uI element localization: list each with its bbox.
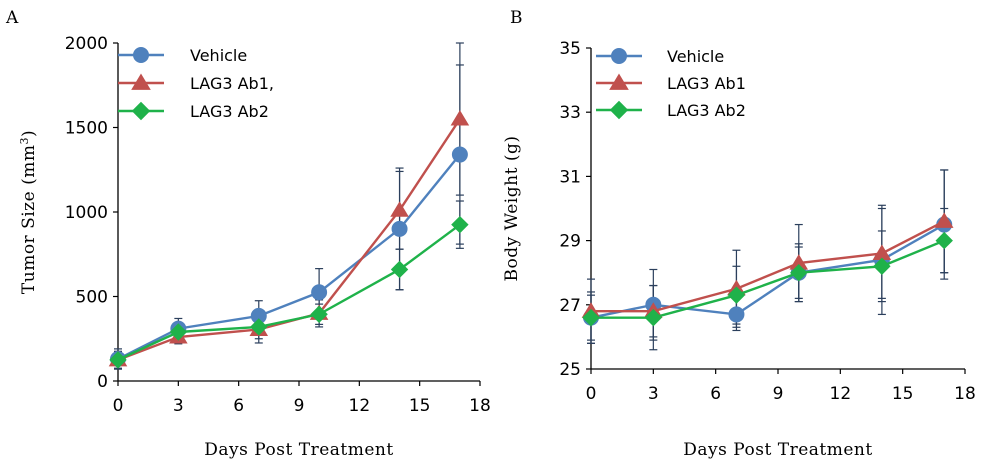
y-tick-label: 31 (559, 167, 581, 187)
data-point (109, 351, 127, 369)
series-line-1 (590, 223, 945, 319)
y-tick-label: 1000 (65, 203, 108, 223)
series-line-2 (591, 220, 945, 313)
legend-marker (131, 73, 151, 90)
y-tick-label: 500 (76, 288, 108, 308)
data-point (390, 201, 409, 217)
legend-marker (133, 47, 149, 63)
legend-marker (609, 73, 629, 90)
data-point (391, 220, 408, 237)
x-tick-label: 12 (830, 384, 852, 404)
data-point (727, 286, 746, 304)
panel-b: B 25 27 29 31 33 35 0 3 6 9 12 15 18 Days Post Treatm… (502, 8, 976, 460)
panel-label-b: B (510, 8, 523, 28)
data-point (872, 244, 892, 260)
x-tick-label: 9 (773, 384, 784, 404)
x-tick-label: 15 (409, 396, 431, 416)
x-tick-label: 0 (586, 384, 597, 404)
legend-marker (611, 48, 627, 64)
y-axis-title-text: Tumor Size (mm (19, 145, 39, 295)
panel-label-a: A (5, 8, 19, 28)
x-tick-label: 18 (469, 396, 491, 416)
data-point (451, 146, 468, 163)
legend-label: Vehicle (667, 47, 724, 66)
y-axis-title-superscript: 3 (18, 137, 31, 145)
x-tick-label: 3 (173, 396, 184, 416)
data-point (790, 263, 808, 282)
y-axis-title-close: ) (19, 130, 39, 137)
x-tick-label: 0 (113, 396, 124, 416)
data-point (728, 306, 745, 323)
x-axis-title: Days Post Treatment (683, 440, 872, 460)
data-point (644, 308, 663, 327)
y-tick-label: 29 (559, 232, 581, 252)
x-tick-label: 15 (892, 384, 914, 404)
data-point (310, 305, 328, 323)
series-line-3 (117, 223, 461, 361)
series-line-1 (117, 153, 461, 361)
data-point (934, 212, 954, 228)
legend-label: LAG3 Ab1 (667, 74, 746, 93)
legend-label: LAG3 Ab1, (190, 74, 274, 93)
data-point (390, 260, 409, 279)
legend-label: LAG3 Ab2 (667, 101, 746, 120)
data-point (311, 284, 328, 301)
y-tick-label: 1500 (65, 119, 108, 139)
x-tick-label: 6 (233, 396, 244, 416)
data-point (935, 231, 953, 250)
y-tick-label: 25 (559, 360, 581, 380)
y-tick-label: 0 (97, 372, 108, 392)
legend-label: Vehicle (190, 46, 247, 65)
x-axis-title: Days Post Treatment (204, 440, 393, 460)
data-point (451, 215, 469, 234)
y-tick-label: 33 (559, 103, 581, 123)
series-line-2 (117, 118, 461, 361)
x-tick-label: 9 (294, 396, 305, 416)
legend-marker (609, 100, 629, 120)
legend-label: LAG3 Ab2 (190, 102, 269, 121)
legend-marker (131, 101, 151, 121)
data-point (450, 110, 470, 126)
y-tick-label: 2000 (65, 34, 108, 54)
y-tick-label: 27 (559, 296, 581, 316)
x-tick-label: 12 (349, 396, 371, 416)
data-point (582, 308, 600, 327)
y-axis-title: Body Weight (g) (502, 136, 522, 282)
data-point (873, 257, 891, 275)
panel-a: A 0 500 1000 1500 2000 0 3 6 9 12 15 18 Days Post Tr… (5, 8, 491, 460)
data-point (169, 323, 188, 341)
x-tick-label: 18 (954, 384, 976, 404)
x-tick-label: 6 (710, 384, 721, 404)
data-point (250, 318, 268, 336)
x-tick-label: 3 (648, 384, 659, 404)
series-line-3 (591, 239, 945, 319)
y-axis-title: Tumor Size (mm3) (18, 130, 40, 294)
y-tick-label: 35 (559, 39, 581, 59)
